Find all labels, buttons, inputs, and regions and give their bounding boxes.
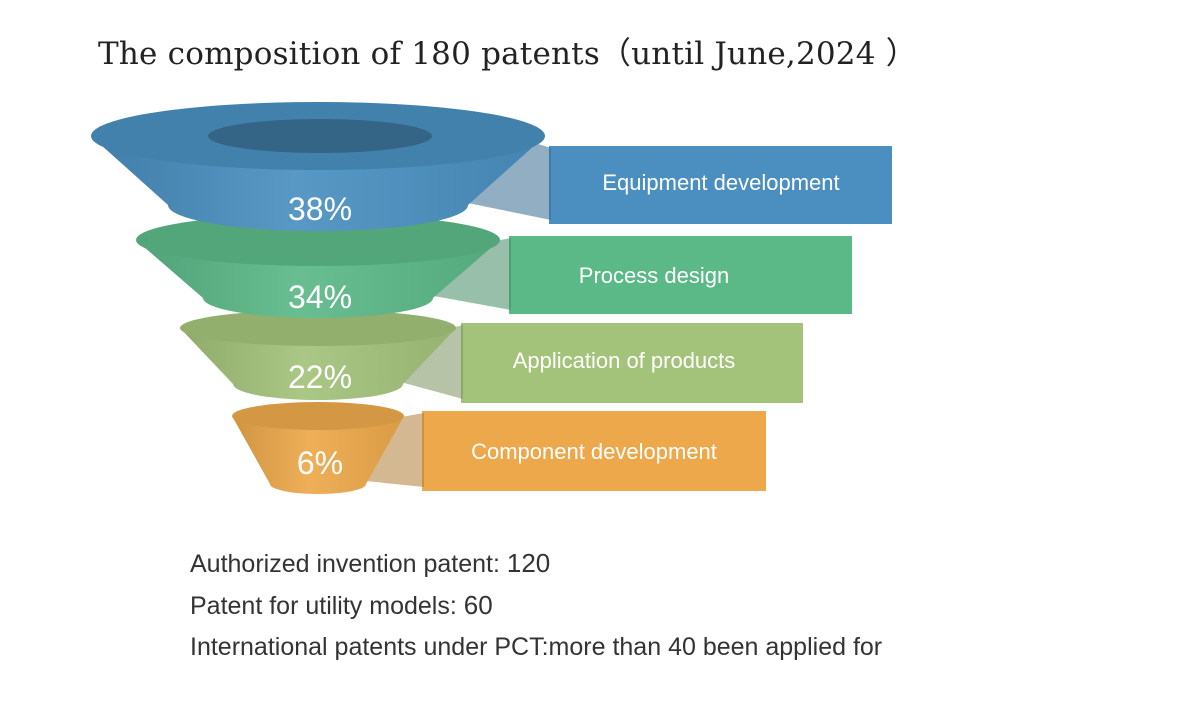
funnel-tier-2: 34% Process design <box>136 214 852 318</box>
note-label: Patent for utility models: <box>190 592 457 620</box>
funnel-segment-rim <box>136 214 500 266</box>
segment-percent-label: 22% <box>288 359 352 395</box>
note-value: 60 <box>463 590 493 620</box>
segment-label-box <box>422 411 766 491</box>
segment-category-label: Process design <box>579 263 729 288</box>
note-pct-patents: International patents under PCT:more tha… <box>190 627 882 668</box>
segment-label-box <box>509 236 852 314</box>
funnel-segment-body <box>180 328 456 400</box>
note-value: 120 <box>506 548 551 578</box>
chart-title: The composition of 180 patents（until Jun… <box>98 36 917 72</box>
patent-notes: Authorized invention patent: 120 Patent … <box>190 543 882 668</box>
segment-connector <box>423 238 511 310</box>
funnel-tier-4: 6% Component development <box>232 402 766 494</box>
funnel-segment-rim <box>180 310 456 346</box>
funnel-segment-body <box>232 416 404 494</box>
funnel-tier-3: 22% Application of products <box>180 310 803 403</box>
segment-category-label: Component development <box>471 439 717 464</box>
segment-connector <box>393 325 463 399</box>
segment-connector <box>458 140 551 220</box>
note-label: Authorized invention patent: <box>190 550 500 578</box>
segment-percent-label: 34% <box>288 279 352 315</box>
note-utility-models: Patent for utility models: 60 <box>190 585 882 627</box>
note-invention-patents: Authorized invention patent: 120 <box>190 543 882 585</box>
segment-label-box <box>461 323 803 403</box>
note-label: International patents under PCT:more tha… <box>190 633 883 661</box>
funnel-tier-1: 38% Equipment development <box>91 102 892 231</box>
funnel-opening <box>208 119 432 153</box>
segment-category-label: Equipment development <box>602 170 839 195</box>
funnel-chart: 6% Component development 22% Application of… <box>91 102 892 494</box>
segment-category-label: Application of products <box>513 348 736 373</box>
funnel-segment-rim <box>232 402 404 430</box>
segment-percent-label: 6% <box>297 445 343 481</box>
segment-label-box <box>549 146 892 224</box>
segment-percent-label: 38% <box>288 191 352 227</box>
